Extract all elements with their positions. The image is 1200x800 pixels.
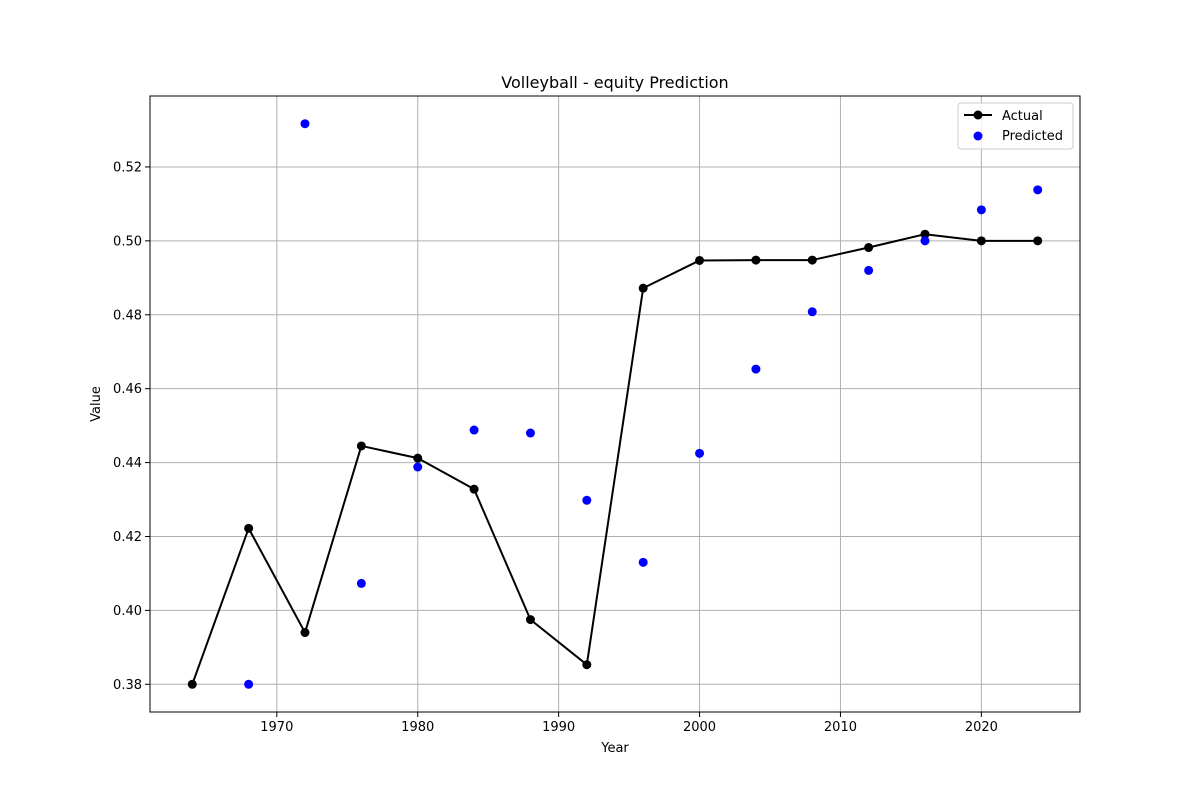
y-tick-label: 0.48	[113, 308, 142, 323]
predicted-point	[413, 462, 423, 472]
predicted-point	[1033, 185, 1043, 195]
predicted-point	[356, 578, 366, 588]
y-tick-label: 0.42	[113, 530, 142, 545]
predicted-point	[525, 428, 535, 438]
actual-point	[300, 628, 310, 638]
predicted-point	[244, 679, 254, 689]
actual-point	[356, 441, 366, 451]
y-tick-label: 0.40	[113, 604, 142, 619]
predicted-point	[864, 265, 874, 275]
actual-point	[187, 679, 197, 689]
predicted-point	[920, 236, 930, 246]
actual-point	[638, 283, 648, 293]
y-tick-label: 0.38	[113, 678, 142, 693]
y-tick-label: 0.44	[113, 456, 142, 471]
actual-point	[413, 453, 423, 463]
predicted-point	[469, 425, 479, 435]
legend-actual-marker	[973, 110, 983, 120]
legend-predicted-label: Predicted	[1002, 129, 1063, 144]
y-tick-label: 0.52	[113, 160, 142, 175]
actual-point	[976, 236, 986, 246]
predicted-point	[976, 205, 986, 215]
actual-point	[582, 660, 592, 670]
plot-frame	[149, 95, 1081, 713]
legend-actual-label: Actual	[1002, 109, 1043, 124]
y-axis-label: Value	[89, 386, 104, 422]
x-tick-label: 2020	[965, 720, 998, 735]
actual-point	[469, 484, 479, 494]
x-axis-label: Year	[600, 741, 629, 756]
x-tick-label: 2010	[824, 720, 857, 735]
x-tick-label: 1980	[401, 720, 434, 735]
actual-point	[695, 255, 705, 265]
actual-point	[1033, 236, 1043, 246]
legend-predicted-marker	[973, 131, 983, 141]
actual-point	[864, 243, 874, 253]
predicted-point	[638, 557, 648, 567]
actual-point	[244, 523, 254, 533]
y-tick-label: 0.46	[113, 382, 142, 397]
y-tick-label: 0.50	[113, 234, 142, 249]
actual-series-line	[191, 233, 1038, 685]
x-tick-label: 1970	[260, 720, 293, 735]
actual-point	[920, 229, 930, 239]
grid	[150, 96, 1080, 712]
actual-point	[525, 615, 535, 625]
actual-point	[807, 255, 817, 265]
predicted-point	[695, 448, 705, 458]
predicted-point	[807, 307, 817, 317]
axis-ticks: 1970 1980 1990 2000 2010 2020 0.38 0.40 0.42 0.44…	[113, 160, 998, 735]
chart-title: Volleyball - equity Prediction	[501, 73, 728, 92]
plot-area	[187, 119, 1043, 689]
actual-point	[751, 255, 761, 265]
legend: Actual Predicted	[957, 102, 1074, 150]
predicted-point	[582, 495, 592, 505]
x-tick-label: 1990	[542, 720, 575, 735]
x-tick-label: 2000	[683, 720, 716, 735]
predicted-point	[300, 119, 310, 129]
predicted-point	[751, 364, 761, 374]
